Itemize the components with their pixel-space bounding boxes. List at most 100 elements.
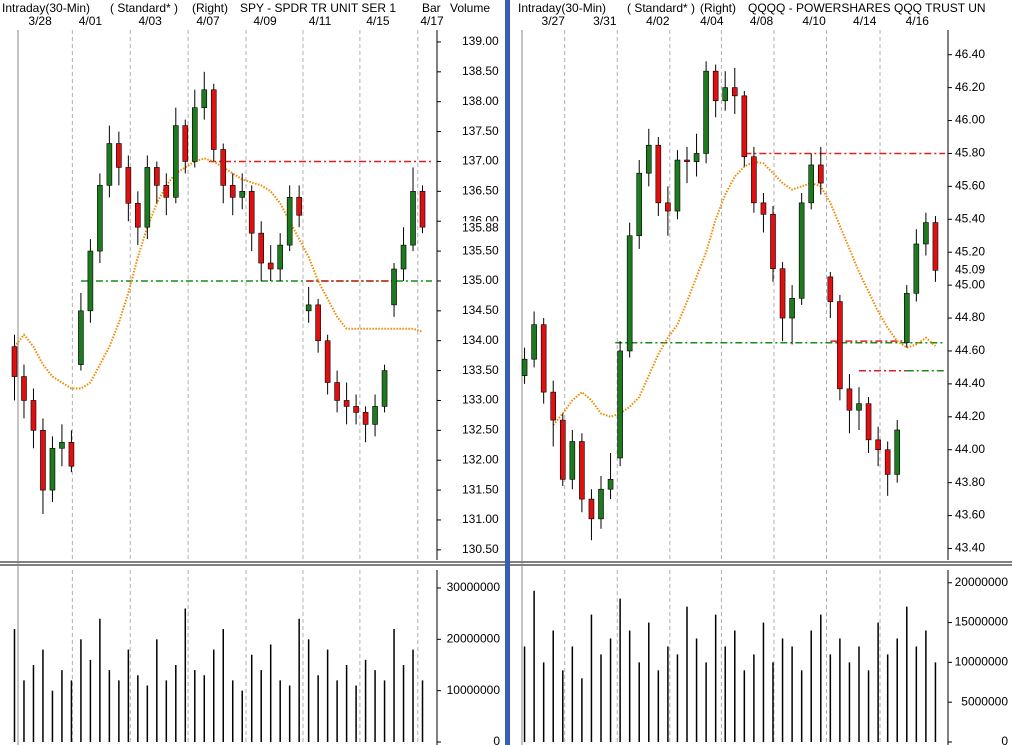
candle-body <box>239 191 246 198</box>
candle-body <box>569 441 576 480</box>
x-tick-label: 3/27 <box>542 14 566 28</box>
x-tick-label: 4/10 <box>802 14 826 28</box>
candle-body <box>49 447 56 491</box>
candle-body <box>116 143 122 168</box>
candle-body <box>173 125 179 198</box>
candle-body <box>97 185 103 252</box>
candle-body <box>391 268 397 306</box>
candle-body <box>410 191 416 246</box>
x-tick-label: 4/16 <box>906 14 930 28</box>
volume-tick-label: 5000000 <box>961 694 1008 708</box>
y-tick-label: 44.00 <box>955 442 985 456</box>
candle-body <box>607 479 614 490</box>
candle-body <box>731 87 738 97</box>
x-tick-label: 4/03 <box>139 14 163 28</box>
candle-body <box>598 488 604 520</box>
candle-body <box>817 164 824 184</box>
candle-body <box>220 149 227 186</box>
candle-body <box>636 172 643 237</box>
candle-body <box>837 301 843 390</box>
last-price-label: 45.09 <box>955 262 985 276</box>
volume-tick-label: 0 <box>493 734 500 745</box>
candle-body <box>712 70 719 102</box>
candle-body <box>531 324 537 360</box>
candle-body <box>87 250 94 312</box>
candle-body <box>913 243 920 294</box>
candle-body <box>798 202 805 299</box>
candle-body <box>665 202 671 212</box>
volume-tick-label: 20000000 <box>447 631 501 645</box>
y-tick-label: 45.60 <box>955 179 985 193</box>
volume-tick-label: 30000000 <box>447 580 501 594</box>
x-tick-label: 4/04 <box>700 14 724 28</box>
candle-body <box>59 441 65 449</box>
candle-body <box>903 293 910 344</box>
y-tick-label: 135.50 <box>462 243 499 257</box>
candle-body <box>144 167 151 228</box>
y-tick-label: 43.80 <box>955 475 985 489</box>
candle-body <box>579 441 585 500</box>
y-tick-label: 138.00 <box>462 94 499 108</box>
last-price-box <box>953 263 997 278</box>
candle-body <box>645 144 652 174</box>
panel-separator <box>505 0 510 745</box>
candle-body <box>381 370 388 407</box>
y-tick-label: 132.00 <box>462 452 499 466</box>
candle-body <box>559 419 566 480</box>
y-tick-label: 45.40 <box>955 211 985 225</box>
y-tick-label: 132.50 <box>462 423 499 437</box>
y-tick-label: 43.40 <box>955 541 985 555</box>
candle-body <box>258 232 265 264</box>
candle-body <box>40 430 46 491</box>
candle-body <box>827 276 834 302</box>
interval: Intraday(30-Min) <box>2 1 90 15</box>
candle-body <box>106 143 113 186</box>
candle-body <box>78 310 84 365</box>
y-tick-label: 135.00 <box>462 273 499 287</box>
candle-body <box>419 191 426 228</box>
candle-body <box>296 197 302 216</box>
y-tick-label: 133.00 <box>462 393 499 407</box>
x-tick-label: 4/08 <box>750 14 774 28</box>
y-tick-label: 46.20 <box>955 80 985 94</box>
candle-body <box>135 202 141 228</box>
y-tick-label: 46.40 <box>955 47 985 61</box>
y-tick-label: 134.00 <box>462 333 499 347</box>
x-tick-label: 4/14 <box>853 14 877 28</box>
candle-body <box>588 498 595 520</box>
y-tick-label: 44.40 <box>955 376 985 390</box>
candle-body <box>163 185 170 198</box>
y-tick-label: 137.00 <box>462 154 499 168</box>
candle-body <box>191 107 198 162</box>
candle-body <box>305 304 312 312</box>
y-tick-label: 137.50 <box>462 124 499 138</box>
candle-body <box>684 159 690 162</box>
x-tick-label: 4/07 <box>196 14 220 28</box>
candle-body <box>884 449 891 475</box>
x-tick-label: 4/01 <box>79 14 103 28</box>
moving-average <box>13 157 423 390</box>
candle-body <box>779 268 786 319</box>
candle-body <box>655 144 662 204</box>
candle-body <box>68 441 75 467</box>
candle-body <box>30 400 37 431</box>
y-tick-label: 131.00 <box>462 512 499 526</box>
y-tick-label: 133.50 <box>462 363 499 377</box>
candle-body <box>11 346 18 377</box>
candle-body <box>125 167 132 204</box>
candle-body <box>846 388 853 411</box>
candle-body <box>324 340 331 383</box>
x-tick-label: 3/31 <box>593 14 617 28</box>
candle-body <box>856 403 862 411</box>
candle-body <box>343 400 350 407</box>
volume-tick-label: 15000000 <box>955 615 1009 629</box>
candle-body <box>703 70 709 154</box>
bar-label: Bar <box>422 1 441 15</box>
chart-title: SPY - SPDR TR UNIT SER 1 <box>240 1 396 15</box>
candle-body <box>760 202 767 215</box>
candle-body <box>550 391 557 421</box>
candle-body <box>626 235 633 352</box>
candle-body <box>362 412 369 425</box>
y-tick-label: 46.00 <box>955 113 985 127</box>
